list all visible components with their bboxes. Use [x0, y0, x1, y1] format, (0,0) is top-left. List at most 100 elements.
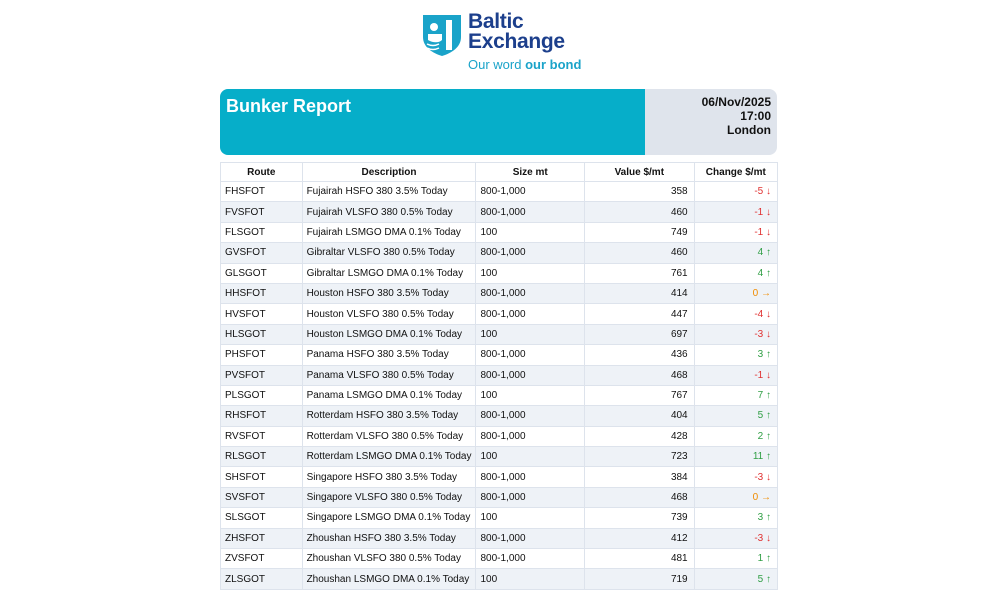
change-value: 0: [752, 288, 759, 300]
arrow-up-icon: ↑: [763, 410, 771, 422]
arrow-up-icon: ↑: [763, 349, 771, 361]
route-cell: PHSFOT: [220, 344, 303, 366]
arrow-down-icon: ↓: [763, 328, 771, 340]
description-cell: Fujairah HSFO 380 3.5% Today: [301, 180, 477, 203]
description-cell: Gibraltar LSMGO DMA 0.1% Today: [301, 262, 477, 284]
column-header: Change $/mt: [693, 162, 779, 182]
change-value: -1: [754, 369, 764, 381]
shield-logo-icon: [423, 15, 461, 56]
description-cell: Panama VLSFO 380 0.5% Today: [301, 364, 477, 386]
description-cell: Panama LSMGO DMA 0.1% Today: [301, 384, 477, 407]
route-cell: RHSFOT: [220, 405, 303, 427]
change-value: 5: [757, 410, 764, 422]
change-value: -5: [754, 186, 764, 198]
change-value: 3: [757, 349, 764, 361]
change-cell: -3 ↓: [693, 527, 779, 550]
table-row: PLSGOT Panama LSMGO DMA 0.1% Today 100 767 7…: [220, 384, 779, 407]
table-row: HHSFOT Houston HSFO 380 3.5% Today 800-1,0…: [220, 282, 779, 305]
value-cell: 723: [583, 446, 695, 468]
arrow-down-icon: ↓: [763, 471, 771, 483]
change-value: 0: [752, 492, 759, 504]
change-cell: -1 ↓: [693, 221, 779, 244]
description-cell: Houston HSFO 380 3.5% Today: [301, 282, 477, 305]
table-row: GLSGOT Gibraltar LSMGO DMA 0.1% Today 100 7…: [220, 262, 779, 284]
change-cell: 3 ↑: [693, 507, 779, 529]
value-cell: 767: [583, 384, 695, 407]
table-row: ZHSFOT Zhoushan HSFO 380 3.5% Today 800-1,…: [220, 527, 779, 550]
change-value: -4: [754, 308, 764, 320]
size-cell: 800-1,000: [475, 242, 585, 264]
value-cell: 414: [583, 282, 695, 305]
route-cell: ZVSFOT: [220, 548, 303, 570]
change-cell: -1 ↓: [693, 201, 779, 223]
value-cell: 761: [583, 262, 695, 284]
change-value: -3: [754, 471, 764, 483]
arrow-down-icon: ↓: [763, 206, 771, 218]
arrow-up-icon: ↑: [763, 430, 771, 442]
change-value: -3: [754, 532, 764, 544]
change-cell: 4 ↑: [693, 242, 779, 264]
table-row: RVSFOT Rotterdam VLSFO 380 0.5% Today 800-…: [220, 425, 779, 448]
description-cell: Singapore LSMGO DMA 0.1% Today: [301, 507, 477, 529]
column-header: Description: [301, 162, 477, 182]
route-cell: SLSGOT: [220, 507, 303, 529]
description-cell: Zhoushan HSFO 380 3.5% Today: [301, 527, 477, 550]
change-value: 3: [757, 512, 764, 524]
description-cell: Singapore VLSFO 380 0.5% Today: [301, 486, 477, 509]
report-location: London: [727, 123, 771, 137]
size-cell: 100: [475, 262, 585, 284]
column-header: Value $/mt: [583, 162, 695, 182]
report-time: 17:00: [740, 109, 771, 123]
arrow-up-icon: ↑: [763, 267, 771, 279]
change-value: -3: [754, 328, 764, 340]
value-cell: 428: [583, 425, 695, 448]
change-value: 7: [757, 390, 764, 402]
table-row: HVSFOT Houston VLSFO 380 0.5% Today 800-1,…: [220, 303, 779, 325]
route-cell: RLSGOT: [220, 446, 303, 468]
value-cell: 436: [583, 344, 695, 366]
baltic-exchange-logo: Baltic Exchange Our word our bond: [422, 11, 582, 74]
value-cell: 358: [583, 180, 695, 203]
value-cell: 447: [583, 303, 695, 325]
arrow-up-icon: ↑: [763, 573, 771, 585]
description-cell: Houston LSMGO DMA 0.1% Today: [301, 323, 477, 346]
table-row: PVSFOT Panama VLSFO 380 0.5% Today 800-1,0…: [220, 364, 779, 386]
change-value: 2: [757, 430, 764, 442]
size-cell: 800-1,000: [475, 282, 585, 305]
value-cell: 481: [583, 548, 695, 570]
arrow-up-icon: ↑: [763, 247, 771, 259]
route-cell: PLSGOT: [220, 384, 303, 407]
value-cell: 404: [583, 405, 695, 427]
table-row: GVSFOT Gibraltar VLSFO 380 0.5% Today 800-…: [220, 242, 779, 264]
column-header: Size mt: [475, 162, 585, 182]
change-value: 11: [752, 451, 764, 463]
table-row: SVSFOT Singapore VLSFO 380 0.5% Today 800-…: [220, 486, 779, 509]
size-cell: 800-1,000: [475, 303, 585, 325]
arrow-up-icon: ↑: [763, 451, 771, 463]
description-cell: Fujairah VLSFO 380 0.5% Today: [301, 201, 477, 223]
size-cell: 100: [475, 446, 585, 468]
size-cell: 100: [475, 323, 585, 346]
description-cell: Rotterdam VLSFO 380 0.5% Today: [301, 425, 477, 448]
bunker-table: Route Description Size mt Value $/mt Change …: [220, 162, 779, 590]
value-cell: 460: [583, 242, 695, 264]
route-cell: GLSGOT: [220, 262, 303, 284]
table-row: PHSFOT Panama HSFO 380 3.5% Today 800-1,00…: [220, 344, 779, 366]
description-cell: Singapore HSFO 380 3.5% Today: [301, 466, 477, 488]
change-cell: -5 ↓: [693, 180, 779, 203]
description-cell: Panama HSFO 380 3.5% Today: [301, 344, 477, 366]
change-cell: 11 ↑: [693, 446, 779, 468]
table-row: ZLSGOT Zhoushan LSMGO DMA 0.1% Today 100 71…: [220, 568, 779, 590]
change-cell: 0 →: [693, 282, 779, 305]
value-cell: 739: [583, 507, 695, 529]
route-cell: HLSGOT: [220, 323, 303, 346]
table-row: RLSGOT Rotterdam LSMGO DMA 0.1% Today 100 7…: [220, 446, 779, 468]
table-row: HLSGOT Houston LSMGO DMA 0.1% Today 100 697…: [220, 323, 779, 346]
route-cell: FLSGOT: [220, 221, 303, 244]
change-cell: 4 ↑: [693, 262, 779, 284]
change-cell: 3 ↑: [693, 344, 779, 366]
size-cell: 800-1,000: [475, 405, 585, 427]
route-cell: PVSFOT: [220, 364, 303, 386]
change-value: 4: [757, 247, 764, 259]
change-cell: 1 ↑: [693, 548, 779, 570]
